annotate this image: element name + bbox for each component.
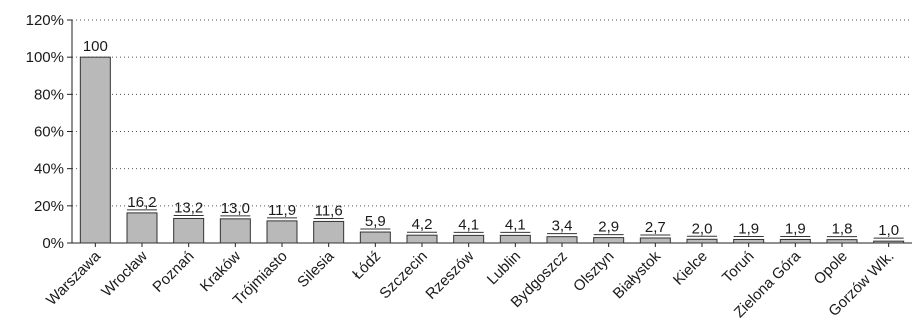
bar bbox=[266, 220, 298, 244]
category-label: Poznań bbox=[150, 248, 198, 296]
data-label: 11,6 bbox=[315, 202, 343, 219]
bar bbox=[826, 239, 858, 244]
category-label: Silesia bbox=[294, 247, 338, 291]
bar bbox=[686, 238, 718, 244]
category-label: Toruń bbox=[719, 248, 758, 287]
bar bbox=[593, 237, 625, 244]
data-label: 2,9 bbox=[598, 219, 619, 236]
category-label: Białystok bbox=[610, 247, 665, 302]
data-labels: 100 16,2 13,2 13,0 11,9 11,6 5,9 4,2 4,1 4,1 3,4 2,… bbox=[83, 38, 904, 239]
data-label: 4,2 bbox=[412, 216, 433, 233]
data-label: 3,4 bbox=[552, 218, 573, 235]
data-label: 1,0 bbox=[878, 222, 899, 239]
bar bbox=[406, 234, 438, 244]
bar bbox=[219, 218, 251, 244]
bar bbox=[126, 212, 158, 244]
bar bbox=[499, 234, 531, 244]
bar bbox=[453, 234, 485, 244]
bar bbox=[546, 236, 578, 244]
bar bbox=[873, 240, 905, 244]
axes bbox=[67, 19, 912, 247]
bar bbox=[313, 220, 345, 244]
data-label: 1,9 bbox=[738, 220, 759, 237]
category-label: Kielce bbox=[670, 248, 711, 289]
y-axis-tick-labels: 0% 20% 40% 60% 80% 100% 120% bbox=[26, 12, 64, 252]
y-tick-label: 20% bbox=[34, 198, 64, 215]
category-label: Rzeszów bbox=[422, 248, 477, 303]
data-label: 100 bbox=[83, 38, 108, 55]
bar bbox=[779, 238, 811, 244]
bar bbox=[79, 56, 111, 244]
category-label: Olsztyn bbox=[570, 248, 617, 295]
data-label: 2,0 bbox=[692, 220, 713, 237]
bar bbox=[733, 238, 765, 244]
data-label: 1,8 bbox=[832, 221, 853, 238]
y-tick-label: 100% bbox=[26, 49, 64, 66]
bars bbox=[79, 56, 905, 244]
bar bbox=[639, 237, 671, 244]
category-label: Warszawa bbox=[43, 247, 105, 309]
data-label: 5,9 bbox=[365, 213, 386, 230]
data-label: 11,9 bbox=[268, 202, 296, 219]
data-label: 2,7 bbox=[645, 219, 666, 236]
y-tick-label: 40% bbox=[34, 161, 64, 178]
data-label: 1,9 bbox=[785, 220, 806, 237]
gridlines bbox=[72, 19, 912, 207]
data-label: 16,2 bbox=[127, 194, 156, 211]
category-label: Lublin bbox=[484, 248, 524, 288]
bar bbox=[359, 231, 391, 244]
y-tick-label: 60% bbox=[34, 124, 64, 141]
data-label: 13,0 bbox=[221, 200, 250, 217]
bar bbox=[173, 217, 205, 244]
category-label: Łódź bbox=[349, 248, 384, 283]
data-label: 13,2 bbox=[174, 199, 203, 216]
data-label: 4,1 bbox=[458, 216, 479, 233]
category-label: Opole bbox=[811, 248, 851, 288]
category-label: Wrocław bbox=[98, 248, 151, 301]
data-label: 4,1 bbox=[505, 216, 526, 233]
y-tick-label: 120% bbox=[26, 12, 64, 29]
y-tick-label: 80% bbox=[34, 86, 64, 103]
y-tick-label: 0% bbox=[42, 235, 64, 252]
category-label: Szczecin bbox=[376, 248, 430, 302]
